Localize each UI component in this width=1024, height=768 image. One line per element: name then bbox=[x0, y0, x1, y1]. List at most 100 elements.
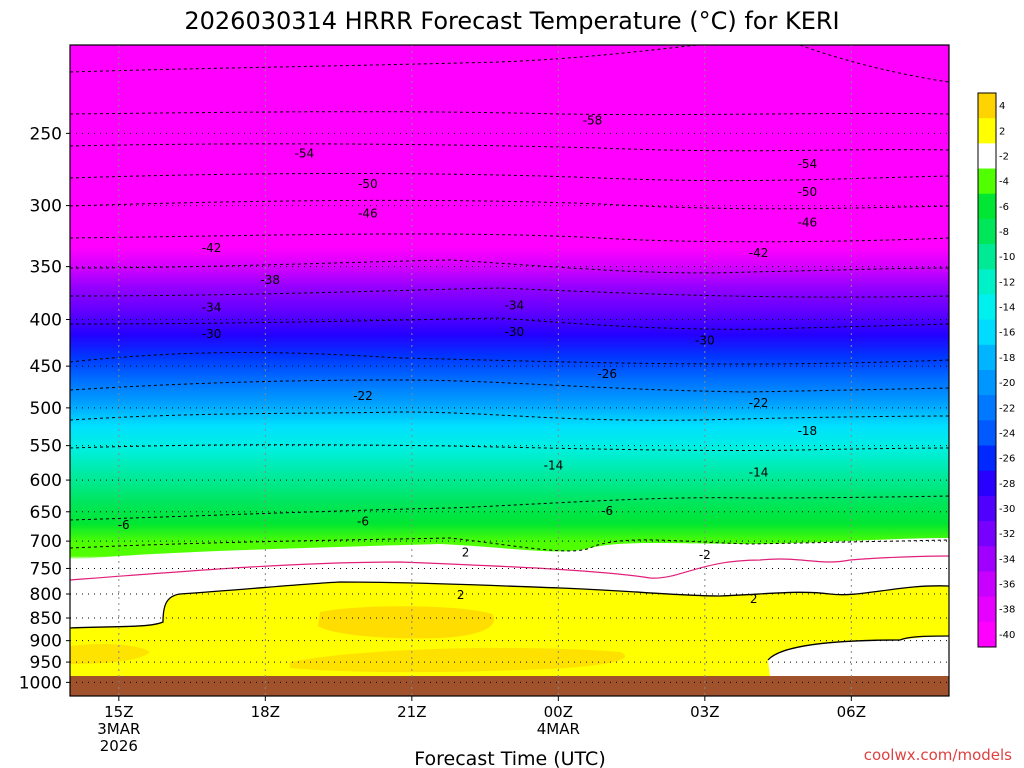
colorbar-swatch bbox=[978, 93, 996, 119]
x-tick-label: 3MAR bbox=[97, 720, 140, 738]
warm-layer-gold-patch bbox=[318, 606, 495, 639]
contour-label: -14 bbox=[749, 466, 769, 480]
contour-label: -38 bbox=[260, 273, 280, 287]
contour-label: 2 bbox=[750, 592, 758, 606]
contour-label: -6 bbox=[357, 514, 369, 528]
contour-label: -42 bbox=[749, 246, 769, 260]
colorbar-swatch bbox=[978, 319, 996, 346]
colorbar-swatch bbox=[978, 294, 996, 321]
y-tick-label: 250 bbox=[30, 124, 62, 144]
y-tick-label: 600 bbox=[30, 471, 62, 491]
contour-label: -50 bbox=[358, 177, 378, 191]
y-tick-label: 1000 bbox=[19, 673, 62, 693]
warm-layer-gold-lower bbox=[290, 647, 626, 673]
x-tick-label: 2026 bbox=[100, 737, 138, 755]
colorbar-swatch bbox=[978, 596, 996, 623]
isotherm-lines bbox=[70, 45, 949, 552]
y-tick-label: 750 bbox=[30, 559, 62, 579]
colorbar-swatch bbox=[978, 571, 996, 598]
colorbar-swatch bbox=[978, 621, 996, 648]
colorbar-tick-label: -20 bbox=[999, 378, 1015, 389]
y-tick-label: 400 bbox=[30, 311, 62, 331]
x-axis-label: Forecast Time (UTC) bbox=[414, 748, 605, 768]
contour-label: -26 bbox=[597, 367, 617, 381]
colorbar-tick-label: -24 bbox=[999, 428, 1015, 439]
warm-layer-gold-left bbox=[70, 644, 150, 664]
colorbar-tick-label: -36 bbox=[999, 580, 1015, 591]
y-tick-label: 700 bbox=[30, 532, 62, 552]
colorbar-frame bbox=[977, 92, 997, 648]
contour-label: -30 bbox=[202, 327, 222, 341]
colorbar-swatch bbox=[978, 370, 996, 396]
contour-label: -46 bbox=[798, 215, 818, 229]
x-tick-label: 4MAR bbox=[537, 720, 580, 738]
wet-bulb-line bbox=[70, 555, 949, 581]
y-tick-label: 900 bbox=[30, 632, 62, 652]
colorbar-swatch bbox=[978, 495, 996, 522]
colorbar-swatch bbox=[978, 244, 996, 270]
colorbar-tick-label: -6 bbox=[999, 202, 1009, 213]
colorbar-swatch bbox=[978, 395, 996, 421]
contour-label: -6 bbox=[601, 504, 613, 518]
contour-label: 2 bbox=[462, 545, 470, 559]
colorbar: 4 2 -2 -4 -6 -8 -10 -12 -14 -16 -18 -20 -22 -24 -26 -28… bbox=[977, 92, 1015, 648]
colorbar-swatch bbox=[978, 143, 996, 170]
contour-label: -46 bbox=[358, 206, 378, 220]
site-credit: coolwx.com/models bbox=[864, 746, 1012, 764]
y-tick-label: 350 bbox=[30, 258, 62, 278]
contour-label: -42 bbox=[202, 241, 222, 255]
colorbar-tick-label: -30 bbox=[999, 504, 1015, 515]
colorbar-tick-label: -8 bbox=[999, 227, 1009, 238]
colorbar-tick-label: -10 bbox=[999, 252, 1015, 263]
y-tick-label: 800 bbox=[30, 585, 62, 605]
contour-label: -54 bbox=[295, 146, 315, 160]
y-tick-label: 550 bbox=[30, 437, 62, 457]
contour-label: -34 bbox=[202, 300, 222, 314]
contour-label: -58 bbox=[583, 113, 603, 127]
x-tick-label: 06Z bbox=[837, 703, 866, 721]
gridlines bbox=[70, 45, 949, 696]
plot-area: -58 -54 -54 -50 -50 -46 -46 -42 -42 -38 -34 -34 -30 -… bbox=[70, 45, 949, 696]
x-tick-label: 00Z bbox=[544, 703, 573, 721]
colorbar-swatch bbox=[978, 269, 996, 295]
x-tick-label: 15Z bbox=[104, 703, 133, 721]
warm-layer-yellow bbox=[70, 582, 949, 676]
colorbar-swatch bbox=[978, 118, 996, 144]
contour-label: -18 bbox=[798, 424, 818, 438]
colorbar-tick-label: 2 bbox=[999, 126, 1005, 137]
colorbar-swatch bbox=[978, 546, 996, 572]
contour-label: -14 bbox=[544, 458, 564, 472]
below-ground bbox=[70, 676, 949, 696]
contour-label: -30 bbox=[695, 334, 715, 348]
colorbar-tick-label: -28 bbox=[999, 479, 1015, 490]
y-tick-label: 500 bbox=[30, 399, 62, 419]
colorbar-tick-label: -12 bbox=[999, 277, 1015, 288]
contour-label: -22 bbox=[749, 396, 769, 410]
colorbar-tick-label: -16 bbox=[999, 328, 1015, 339]
colorbar-tick-label: -40 bbox=[999, 630, 1015, 641]
contour-label: -34 bbox=[505, 298, 525, 312]
x-tick-label: 21Z bbox=[397, 703, 426, 721]
contour-label: -50 bbox=[798, 185, 818, 199]
y-tick-label: 450 bbox=[30, 357, 62, 377]
colorbar-tick-label: -34 bbox=[999, 554, 1015, 565]
y-axis-ticks: 250 300 350 400 450 500 550 600 650 700 750 800 850 9… bbox=[19, 124, 70, 693]
x-tick-label: 03Z bbox=[690, 703, 719, 721]
y-tick-label: 850 bbox=[30, 609, 62, 629]
freezing-lines bbox=[70, 581, 949, 661]
contour-label: -2 bbox=[699, 548, 711, 562]
surface-cold-pocket bbox=[768, 636, 949, 676]
contour-label: -54 bbox=[798, 157, 818, 171]
colorbar-tick-label: -18 bbox=[999, 353, 1015, 364]
colorbar-swatch bbox=[978, 168, 996, 195]
y-tick-label: 950 bbox=[30, 653, 62, 673]
colorbar-swatch bbox=[978, 218, 996, 245]
plot-frame bbox=[69, 44, 950, 697]
colorbar-swatch bbox=[978, 445, 996, 472]
contour-label: -22 bbox=[353, 389, 373, 403]
colorbar-tick-label: 4 bbox=[999, 101, 1005, 112]
x-tick-label: 18Z bbox=[251, 703, 280, 721]
contour-label: -6 bbox=[118, 518, 130, 532]
